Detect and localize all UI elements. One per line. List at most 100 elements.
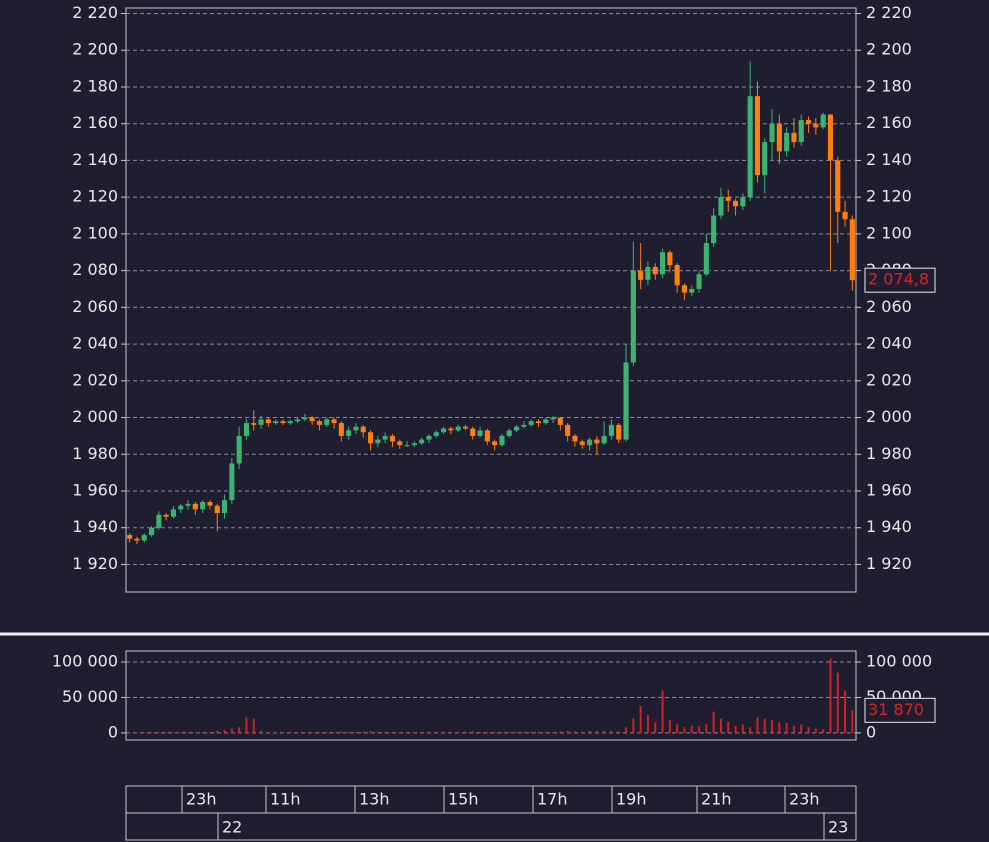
y-tick-label: 2 160 <box>866 113 912 132</box>
volume-bar <box>632 718 635 733</box>
volume-bar <box>807 727 810 733</box>
volume-bar <box>208 732 211 733</box>
candle-body <box>659 252 666 275</box>
candle-body <box>616 424 622 440</box>
volume-bar <box>245 717 248 733</box>
volume-bar <box>763 718 766 733</box>
candle-body <box>725 197 731 201</box>
y-tick-label: 2 120 <box>72 187 118 206</box>
candle-body <box>287 421 293 424</box>
volume-bar <box>376 731 379 733</box>
volume-bar <box>595 731 598 733</box>
candle-body <box>360 426 366 433</box>
volume-bar <box>347 731 350 733</box>
candle-body <box>842 211 848 220</box>
y-tick-label: 2 020 <box>72 370 118 389</box>
candle-body <box>645 266 651 280</box>
candle-body <box>521 424 527 427</box>
candle-body <box>134 538 140 541</box>
volume-bar <box>610 730 613 733</box>
candle-body <box>813 123 819 128</box>
candle-body <box>411 443 417 446</box>
volume-bar <box>683 727 686 733</box>
volume-bar <box>325 731 328 733</box>
volume-bar <box>851 710 854 733</box>
volume-bar <box>493 732 496 733</box>
volume-bar <box>559 731 562 733</box>
volume-bar <box>362 731 365 733</box>
candle-body <box>572 435 578 442</box>
candle-body <box>214 505 220 514</box>
volume-bar <box>457 731 460 733</box>
last-volume-label: 31 870 <box>868 700 924 719</box>
volume-bar <box>530 731 533 733</box>
y-tick-label: 1 960 <box>72 480 118 499</box>
day-label: 22 <box>222 818 242 837</box>
candle-body <box>127 535 133 539</box>
candle-body <box>251 423 257 425</box>
candle-body <box>185 503 191 506</box>
candle-body <box>207 502 213 506</box>
y-tick-label: 1 960 <box>866 480 912 499</box>
volume-bar <box>741 724 744 733</box>
y-tick-label: 2 220 <box>72 3 118 22</box>
volume-bar <box>668 720 671 733</box>
candle-body <box>316 421 323 425</box>
last-price-label: 2 074,8 <box>868 270 929 289</box>
volume-bar <box>179 732 182 733</box>
y-tick-label: 2 100 <box>72 223 118 242</box>
price-frame <box>125 7 857 593</box>
volume-bar <box>676 724 679 733</box>
volume-bar <box>333 732 336 733</box>
candle-body <box>652 266 658 275</box>
volume-bar <box>500 731 503 733</box>
candle-body <box>448 428 454 431</box>
volume-bar <box>406 732 409 733</box>
hour-label: 23h <box>186 790 217 809</box>
volume-bar <box>829 658 832 733</box>
y-tick-label: 50 000 <box>62 687 118 706</box>
y-tick-label: 2 200 <box>866 40 912 59</box>
volume-bar <box>435 731 438 733</box>
y-tick-label: 2 060 <box>72 297 118 316</box>
candle-body <box>309 417 315 422</box>
candle-body <box>236 435 242 464</box>
candle-body <box>404 445 410 447</box>
last-volume-box <box>864 697 936 723</box>
candle-body <box>586 439 593 446</box>
candle-body <box>462 426 469 429</box>
volume-bar <box>223 730 226 733</box>
y-tick-label: 2 180 <box>72 76 118 95</box>
volume-bar <box>690 725 693 733</box>
candle-body <box>229 463 235 501</box>
candle-body <box>433 432 439 436</box>
volume-bar <box>515 731 518 733</box>
candle-body <box>849 219 855 281</box>
y-tick-label: 2 000 <box>72 407 118 426</box>
y-tick-label: 2 060 <box>866 297 912 316</box>
volume-bar <box>354 732 357 733</box>
y-tick-label: 1 920 <box>866 554 912 573</box>
y-tick-label: 2 000 <box>866 407 912 426</box>
candle-body <box>535 421 542 424</box>
volume-bar <box>311 732 314 733</box>
candle-body <box>798 120 804 143</box>
candle-body <box>389 435 396 442</box>
volume-bar <box>398 732 401 733</box>
volume-bar <box>260 730 263 733</box>
volume-bar <box>165 732 168 733</box>
candle-body <box>835 160 841 212</box>
candle-body <box>747 96 753 198</box>
volume-bar <box>844 690 847 733</box>
candle-body <box>681 285 688 293</box>
volume-bar <box>267 732 270 733</box>
candle-body <box>353 426 359 431</box>
volume-bar <box>471 731 474 733</box>
volume-bar <box>522 731 525 733</box>
y-tick-label: 2 220 <box>866 3 912 22</box>
y-tick-label: 2 140 <box>72 150 118 169</box>
volume-bar <box>274 732 277 733</box>
y-tick-label: 100 000 <box>866 651 932 670</box>
y-tick-label: 2 020 <box>866 370 912 389</box>
volume-bar <box>143 732 146 733</box>
